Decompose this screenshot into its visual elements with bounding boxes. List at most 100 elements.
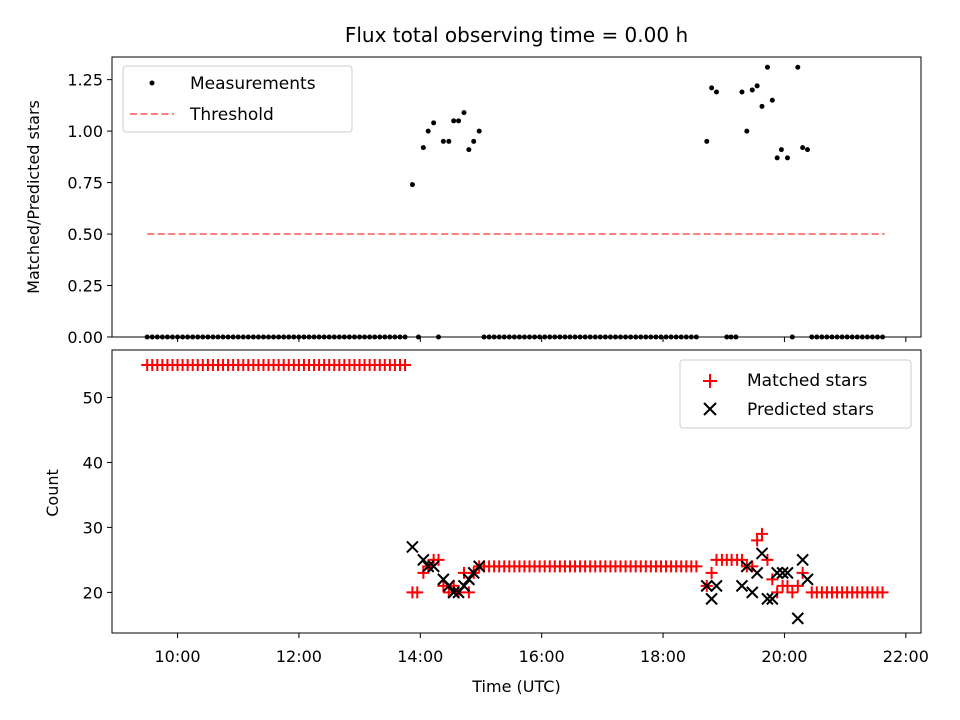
predicted-star-point — [746, 586, 759, 599]
x-axis-label: Time (UTC) — [471, 677, 560, 696]
predicted-star-point — [801, 573, 814, 586]
measurement-point — [425, 128, 431, 134]
matched-star-point — [791, 579, 804, 592]
matched-star-point — [746, 560, 759, 573]
bottom-x-tick-label: 10:00 — [154, 647, 200, 666]
matched-star-point — [786, 586, 799, 599]
predicted-star-point — [472, 560, 486, 573]
measurement-point — [800, 145, 806, 151]
measurement-point — [456, 118, 462, 124]
predicted-star-point — [406, 540, 419, 554]
measurement-point — [704, 138, 710, 144]
bottom-y-tick-label: 40 — [83, 453, 103, 472]
measurement-point — [440, 138, 446, 144]
legend-measurements-marker — [149, 80, 155, 86]
measurement-point — [759, 103, 765, 109]
predicted-star-point — [417, 553, 430, 567]
measurement-point — [805, 147, 811, 153]
matched-star-point — [705, 566, 718, 579]
bottom-y-tick-label: 20 — [83, 583, 103, 602]
top-axes-frame — [111, 56, 922, 338]
matched-star-point — [755, 527, 768, 540]
top-legend-box — [122, 65, 353, 133]
matched-star-point — [751, 534, 764, 547]
top-ticks: 0.00 0.25 0.50 0.75 1.00 1.25 — [67, 71, 907, 347]
top-y-tick-label: 1.00 — [67, 122, 103, 141]
chart-title: Flux total observing time = 0.00 h — [345, 23, 688, 47]
top-y-tick-label: 0.25 — [67, 277, 103, 296]
predicted-star-point — [462, 573, 476, 586]
predicted-star-point — [761, 592, 774, 606]
bottom-x-tick-label: 22:00 — [883, 647, 929, 666]
predicted-star-point — [781, 566, 794, 580]
matched-star-point — [766, 573, 779, 586]
matched-star-point — [417, 566, 430, 579]
measurement-point — [744, 128, 750, 134]
measurement-point — [471, 138, 477, 144]
legend-threshold-label: Threshold — [189, 105, 274, 125]
top-y-tick-label: 1.25 — [67, 71, 103, 90]
matched-star-point — [432, 553, 445, 566]
measurement-point — [784, 155, 790, 161]
top-y-tick-label: 0.00 — [67, 328, 103, 347]
bottom-ticks: 20 30 40 50 10:00 12:00 14:00 16:00 18:00 20:00 22… — [83, 388, 929, 666]
predicted-star-point — [766, 592, 779, 606]
measurement-point — [409, 182, 415, 188]
predicted-star-point — [776, 566, 789, 580]
measurement-point — [769, 97, 775, 103]
matched-star-point — [690, 560, 703, 573]
measurement-point — [739, 89, 745, 95]
bottom-x-tick-label: 20:00 — [761, 647, 807, 666]
bottom-x-tick-label: 12:00 — [276, 647, 322, 666]
measurement-point — [461, 110, 467, 116]
bottom-legend-box — [679, 359, 912, 429]
bottom-x-tick-label: 18:00 — [640, 647, 686, 666]
predicted-star-point — [735, 579, 749, 593]
bottom-marks — [141, 358, 889, 625]
measurement-point — [476, 128, 482, 134]
matched-star-point — [411, 586, 424, 599]
bottom-y-axis-label: Count — [43, 469, 62, 517]
matched-star-point — [781, 579, 794, 592]
predicted-star-point — [700, 579, 713, 593]
top-y-tick-label: 0.50 — [67, 225, 103, 244]
measurement-point — [451, 118, 457, 124]
matched-star-point — [399, 358, 412, 371]
legend-matched-marker — [703, 374, 717, 388]
legend-predicted-marker — [703, 402, 717, 416]
matched-star-point — [761, 553, 774, 566]
legend-matched-label: Matched stars — [747, 371, 867, 391]
predicted-star-point — [421, 560, 435, 573]
top-y-tick-label: 0.75 — [67, 174, 103, 193]
measurement-point — [446, 138, 452, 144]
predicted-star-point — [705, 592, 718, 606]
matched-star-point — [796, 566, 809, 579]
bottom-axes-frame — [111, 349, 922, 634]
matched-star-point — [437, 579, 450, 592]
measurement-point — [795, 64, 801, 70]
measurement-point — [709, 85, 715, 91]
bottom-y-tick-label: 30 — [83, 518, 103, 537]
matched-star-point — [735, 553, 748, 566]
bottom-y-tick-label: 50 — [83, 388, 103, 407]
predicted-star-point — [427, 560, 440, 573]
bottom-legend: Matched stars Predicted stars — [679, 359, 912, 429]
matched-star-point — [462, 586, 475, 599]
matched-star-point — [771, 586, 784, 599]
legend-measurements-label: Measurements — [190, 74, 316, 94]
matched-star-point — [876, 586, 889, 599]
bottom-x-tick-label: 14:00 — [397, 647, 443, 666]
measurement-point — [764, 64, 770, 70]
legend-predicted-label: Predicted stars — [747, 400, 874, 420]
top-legend: Measurements Threshold — [122, 65, 353, 133]
measurement-point — [431, 120, 437, 126]
predicted-star-point — [442, 579, 456, 593]
predicted-star-point — [796, 553, 809, 567]
measurement-point — [778, 147, 784, 153]
top-y-axis-label: Matched/Predicted stars — [24, 100, 43, 294]
predicted-star-point — [447, 586, 460, 599]
predicted-star-point — [710, 579, 723, 593]
predicted-star-point — [755, 547, 769, 560]
